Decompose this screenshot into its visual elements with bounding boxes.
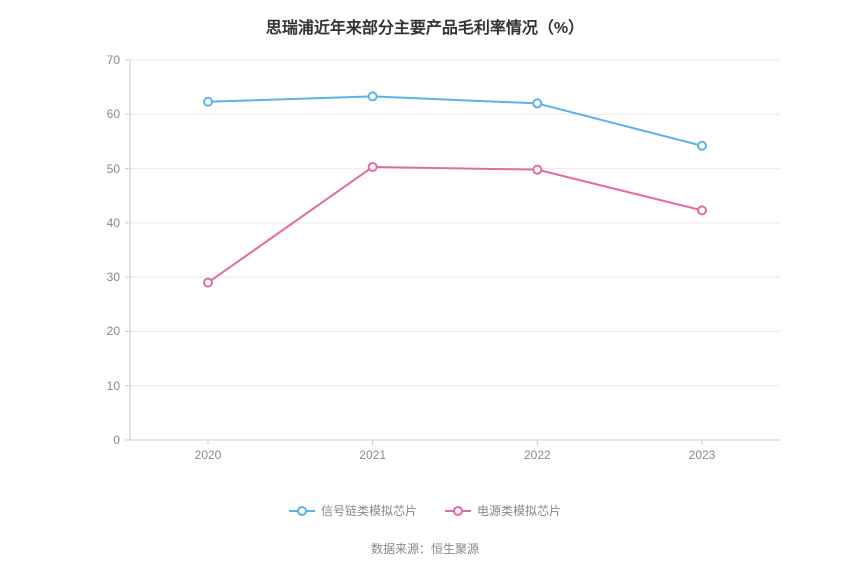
- series-marker-1-2: [533, 166, 541, 174]
- y-tick-label: 10: [90, 379, 120, 393]
- y-tick-label: 70: [90, 53, 120, 67]
- y-tick-label: 60: [90, 107, 120, 121]
- chart-title: 思瑞浦近年来部分主要产品毛利率情况（%）: [0, 14, 850, 38]
- series-line-0: [208, 96, 702, 145]
- y-tick-label: 0: [90, 433, 120, 447]
- series-marker-1-0: [204, 279, 212, 287]
- series-marker-1-1: [369, 163, 377, 171]
- y-tick-label: 30: [90, 270, 120, 284]
- legend-swatch-icon: [289, 505, 315, 517]
- x-tick-label: 2021: [359, 448, 386, 462]
- series-marker-0-3: [698, 142, 706, 150]
- chart-legend: 信号链类模拟芯片 电源类模拟芯片: [0, 502, 850, 520]
- series-marker-0-1: [369, 92, 377, 100]
- y-tick-label: 20: [90, 324, 120, 338]
- x-tick-label: 2023: [689, 448, 716, 462]
- series-marker-0-2: [533, 99, 541, 107]
- series-marker-1-3: [698, 206, 706, 214]
- series-line-1: [208, 167, 702, 283]
- series-marker-0-0: [204, 98, 212, 106]
- chart-source: 数据来源：恒生聚源: [0, 540, 850, 557]
- legend-label: 电源类模拟芯片: [477, 502, 561, 519]
- legend-item-0[interactable]: 信号链类模拟芯片: [289, 502, 417, 519]
- legend-item-1[interactable]: 电源类模拟芯片: [445, 502, 561, 519]
- legend-label: 信号链类模拟芯片: [321, 502, 417, 519]
- x-tick-label: 2022: [524, 448, 551, 462]
- chart-container: 思瑞浦近年来部分主要产品毛利率情况（%） 信号链类模拟芯片 电源类模拟芯片 数据来…: [0, 0, 850, 575]
- x-tick-label: 2020: [195, 448, 222, 462]
- y-tick-label: 50: [90, 162, 120, 176]
- legend-swatch-icon: [445, 505, 471, 517]
- y-tick-label: 40: [90, 216, 120, 230]
- chart-plot: [130, 60, 780, 440]
